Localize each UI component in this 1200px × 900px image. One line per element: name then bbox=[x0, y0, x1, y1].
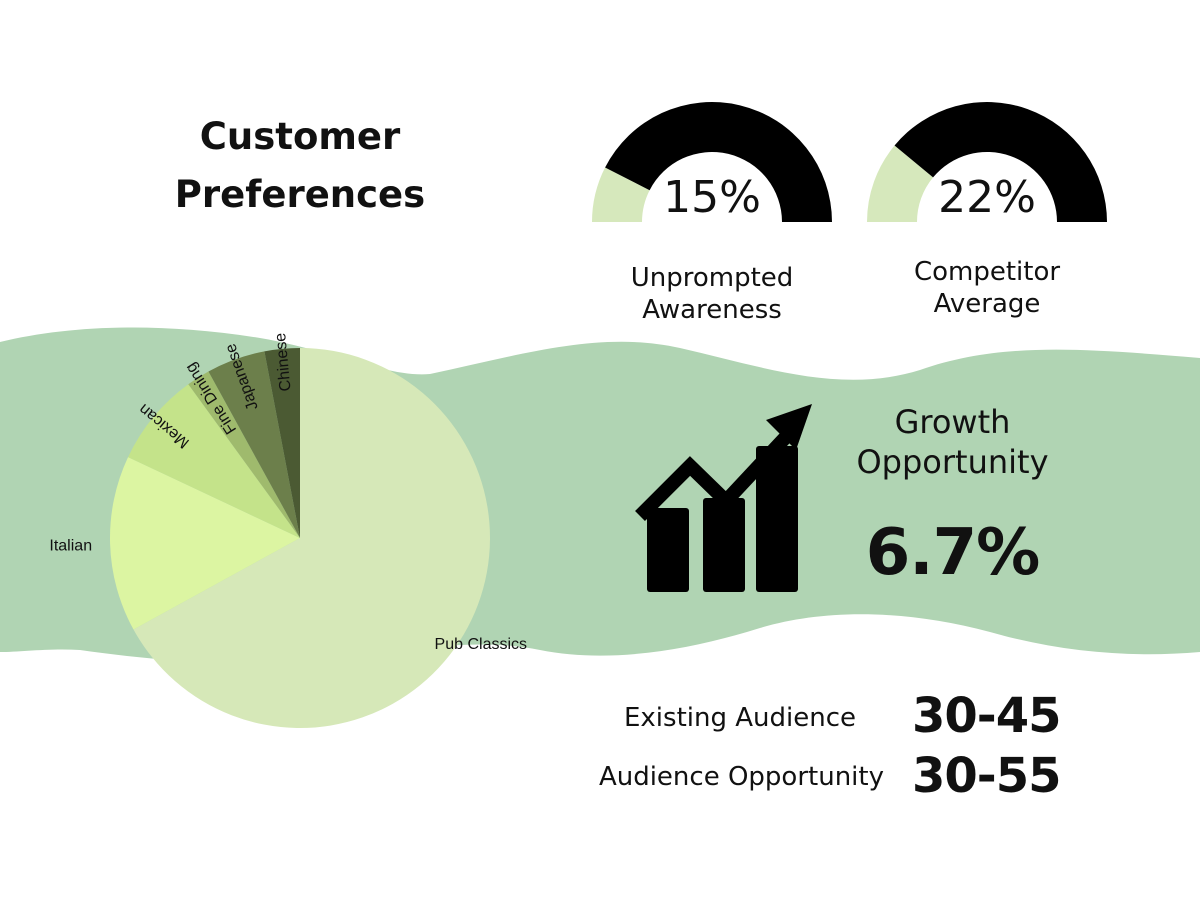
pie-slice-fine-dining bbox=[188, 371, 300, 538]
pie-slice-japanese bbox=[208, 351, 300, 538]
gauge-value: 22% bbox=[938, 172, 1036, 223]
gauge-fill-segment bbox=[592, 167, 650, 222]
pie-label-chinese: Chinese bbox=[272, 332, 294, 392]
icon-bar-2 bbox=[703, 498, 745, 592]
growth-opportunity-value: 6.7% bbox=[865, 516, 1041, 590]
pie-slice-chinese bbox=[264, 348, 300, 538]
icon-bar-1 bbox=[647, 508, 689, 592]
gauge-competitor-average: 22% bbox=[867, 102, 1107, 223]
gauge-value: 15% bbox=[663, 172, 761, 223]
growth-title-line-1: Growth bbox=[894, 403, 1011, 441]
existing-audience-label: Existing Audience bbox=[623, 703, 856, 733]
pie-slice-mexican bbox=[128, 384, 300, 538]
audience-opportunity-value: 30-55 bbox=[912, 748, 1062, 804]
gauge-label-line-1: Unprompted bbox=[630, 263, 794, 293]
growth-chart-icon bbox=[635, 404, 812, 592]
pie-slice-pub-classics bbox=[133, 348, 490, 728]
gauge-remaining-segment bbox=[894, 102, 1107, 222]
gauge-fill-segment bbox=[867, 145, 934, 222]
gauge-unprompted-awareness: 15% bbox=[592, 102, 832, 223]
gauge-label-line-2: Awareness bbox=[642, 295, 782, 325]
growth-opportunity-title: Growth Opportunity bbox=[830, 402, 1075, 482]
existing-audience-value: 30-45 bbox=[912, 688, 1062, 744]
gauge-label-line-2: Average bbox=[933, 289, 1041, 319]
growth-title-line-2: Opportunity bbox=[856, 443, 1049, 481]
audience-opportunity-label: Audience Opportunity bbox=[598, 762, 884, 792]
gauge-remaining-segment bbox=[605, 102, 832, 222]
icon-trend-line bbox=[635, 419, 804, 521]
gauge-label-competitor-average: Competitor Average bbox=[867, 256, 1107, 320]
gauge-label-line-1: Competitor bbox=[913, 257, 1061, 287]
page-title: Customer Preferences bbox=[140, 108, 460, 224]
gauge-label-unprompted-awareness: Unprompted Awareness bbox=[592, 262, 832, 326]
title-line-2: Preferences bbox=[174, 173, 426, 216]
pie-label-italian: Italian bbox=[49, 537, 92, 554]
pie-label-pub-classics: Pub Classics bbox=[435, 636, 527, 653]
title-line-1: Customer bbox=[199, 115, 401, 158]
pie-slice-italian bbox=[109, 457, 300, 630]
icon-trend-arrowhead bbox=[766, 404, 812, 450]
icon-bar-3 bbox=[756, 446, 798, 592]
